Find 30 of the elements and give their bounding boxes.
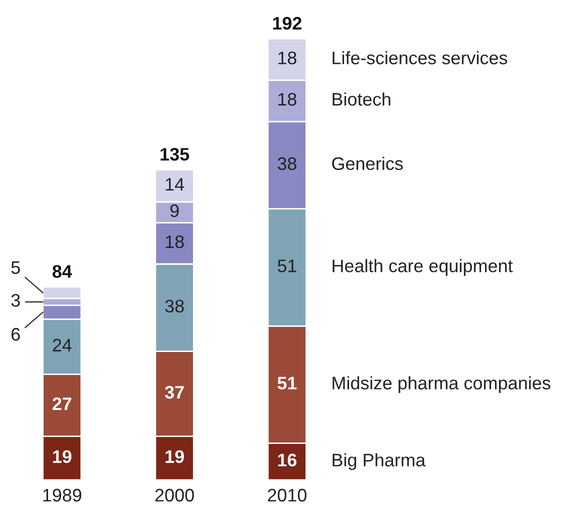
total-label: 84 [52,265,72,278]
x-tick-label: 1989 [43,488,82,502]
data-label: 51 [278,376,297,390]
series-label: Midsize pharma companies [332,376,550,394]
series-label: Generics [332,156,403,170]
series-label: Big Pharma [332,453,426,470]
data-label: 38 [165,300,184,313]
data-label: 27 [52,397,72,410]
series-label: Health care equipment [332,259,513,276]
total-label: 135 [160,148,190,161]
data-label: 5 [11,261,20,274]
data-label: 38 [278,157,296,170]
data-label: 24 [52,338,72,352]
data-label: 16 [278,454,296,466]
series-label: Biotech [332,92,390,106]
data-label: 18 [278,92,296,106]
data-label: 19 [166,450,184,464]
data-label: 9 [170,204,179,218]
data-label: 14 [166,178,184,191]
x-tick-label: 2000 [155,488,194,502]
series-label: Life-sciences services [332,51,508,64]
x-tick-label: 2010 [268,488,306,502]
data-label: 19 [53,450,72,464]
data-label: 51 [278,260,296,272]
data-label: 3 [11,294,20,307]
total-label: 192 [273,16,302,30]
data-label: 18 [278,52,296,64]
data-label: 37 [164,386,184,399]
data-label: 18 [166,235,184,248]
data-label: 6 [12,328,20,341]
